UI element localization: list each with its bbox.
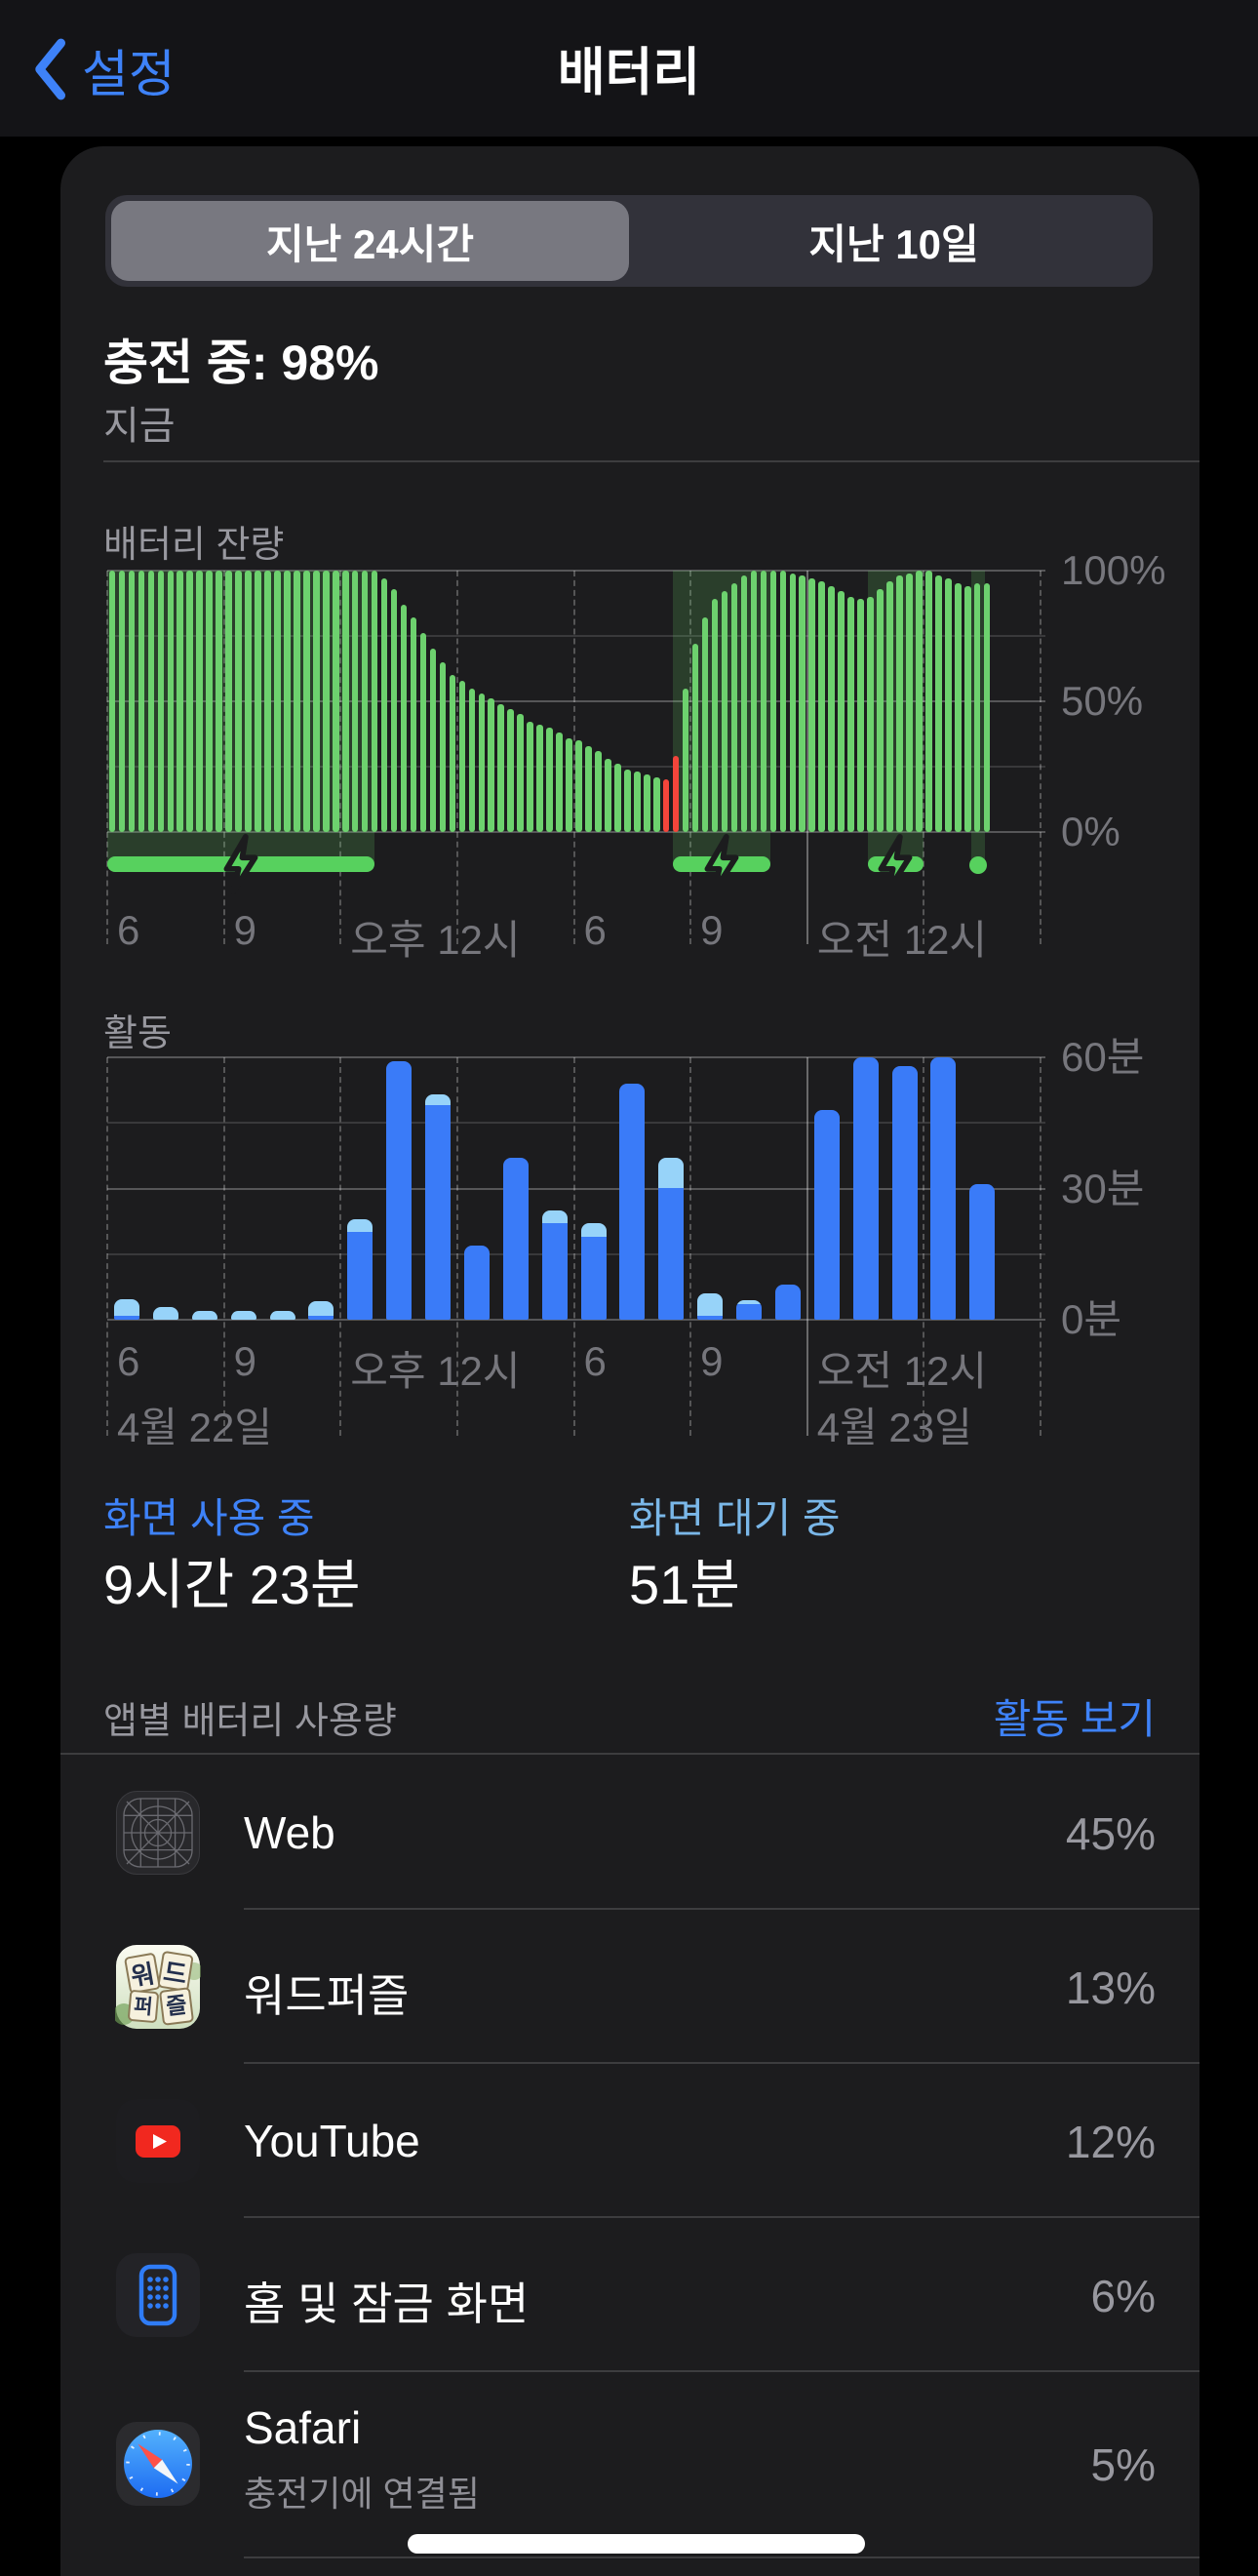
screen-off-label: 화면 대기 중 [629, 1495, 841, 1541]
chevron-left-icon [33, 38, 66, 100]
nav-bar [0, 0, 1258, 137]
app-name: Safari [244, 2402, 362, 2453]
divider [244, 1908, 1199, 1910]
activity-section-label: 활동 [103, 1013, 172, 1054]
safari-icon [115, 2421, 201, 2507]
app-battery-percent: 12% [1065, 2117, 1156, 2167]
tab-last-24-hours[interactable]: 지난 24시간 [111, 201, 629, 281]
app-name: 워드퍼즐 [244, 1970, 410, 2021]
app-name: 홈 및 잠금 화면 [244, 2279, 530, 2329]
screen-off-value: 51분 [629, 1554, 740, 1615]
youtube-icon [115, 2098, 201, 2184]
home-indicator[interactable] [408, 2534, 865, 2554]
battery-level-section-label: 배터리 잔량 [103, 525, 285, 566]
screen-on-value: 9시간 23분 [103, 1554, 361, 1615]
app-row-youtube[interactable]: YouTube 12% [60, 2064, 1199, 2218]
app-name: YouTube [244, 2116, 420, 2166]
app-battery-percent: 6% [1090, 2271, 1156, 2321]
app-subtitle: 충전기에 연결됨 [244, 2474, 480, 2514]
back-label: 설정 [82, 46, 176, 103]
page-title: 배터리 [557, 44, 701, 101]
app-row-safari[interactable]: Safari 충전기에 연결됨 5% [60, 2372, 1199, 2576]
charging-status: 충전 중: 98% [103, 336, 379, 390]
show-activity-link[interactable]: 활동 보기 [993, 1696, 1156, 1742]
svg-text:퍼: 퍼 [133, 1995, 153, 2019]
svg-text:드: 드 [162, 1957, 189, 1989]
time-range-segmented-control: 지난 24시간 지난 10일 [105, 195, 1153, 287]
tab-last-10-days[interactable]: 지난 10일 [808, 220, 979, 267]
app-row-web[interactable]: Web 45% [60, 1756, 1199, 1910]
back-button[interactable]: 설정 [33, 37, 176, 103]
app-row-word-puzzle[interactable]: 워 드 퍼 즐 워드퍼즐 13% [60, 1910, 1199, 2064]
charging-time-label: 지금 [103, 405, 176, 448]
svg-text:워: 워 [129, 1959, 157, 1992]
app-name: Web [244, 1807, 335, 1858]
divider [103, 460, 1199, 462]
app-battery-percent: 45% [1065, 1808, 1156, 1859]
app-battery-percent: 13% [1065, 1962, 1156, 2013]
wireframe-app-icon [115, 1790, 201, 1876]
word-puzzle-icon: 워 드 퍼 즐 [113, 1944, 203, 2030]
divider [244, 2370, 1199, 2372]
home-lock-screen-icon [115, 2252, 201, 2338]
apps-section-header: 앱별 배터리 사용량 [103, 1701, 397, 1742]
divider [244, 2216, 1199, 2218]
divider [60, 1753, 1199, 1755]
divider [244, 2556, 1199, 2558]
app-battery-percent: 5% [1090, 2439, 1156, 2490]
app-row-home-lock-screen[interactable]: 홈 및 잠금 화면 6% [60, 2218, 1199, 2372]
screen-on-label: 화면 사용 중 [103, 1495, 315, 1541]
content-card [60, 146, 1199, 2576]
divider [244, 2062, 1199, 2064]
svg-text:즐: 즐 [165, 1992, 188, 2019]
